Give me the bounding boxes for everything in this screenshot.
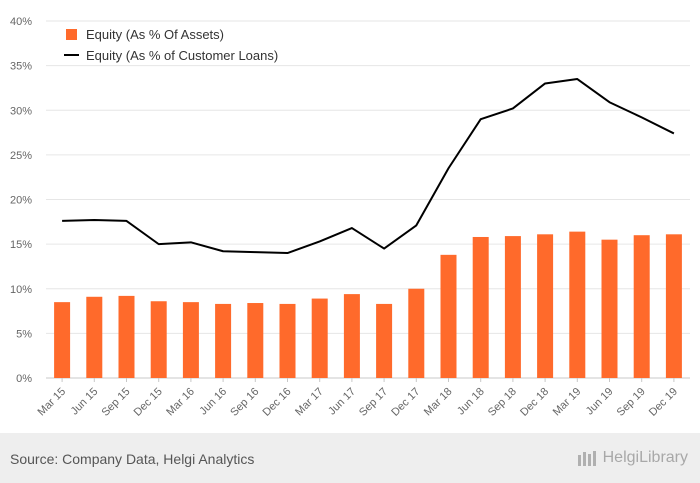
bar: [343, 294, 360, 378]
y-tick-label: 0%: [16, 373, 32, 385]
bar: [54, 302, 71, 378]
x-tick-label: Sep 16: [228, 386, 261, 419]
y-tick-label: 35%: [10, 61, 32, 73]
legend-swatch-bar: [66, 29, 77, 40]
bar: [569, 231, 586, 378]
x-tick-label: Dec 16: [260, 386, 293, 419]
x-tick-label: Jun 16: [197, 386, 229, 418]
x-tick-label: Dec 17: [389, 386, 422, 419]
x-tick-label: Sep 17: [357, 386, 390, 419]
x-tick-label: Mar 19: [551, 386, 584, 419]
bar: [440, 254, 457, 378]
y-tick-label: 30%: [10, 105, 32, 117]
y-tick-label: 10%: [10, 284, 32, 296]
y-tick-label: 25%: [10, 150, 32, 162]
x-tick-label: Mar 16: [164, 386, 197, 419]
bar: [150, 301, 167, 378]
bar: [633, 235, 650, 378]
bar: [408, 288, 425, 378]
line-series: [62, 78, 675, 255]
series-line: [62, 78, 675, 255]
bar: [601, 239, 618, 378]
bar: [279, 303, 296, 378]
x-tick-label: Dec 18: [518, 386, 551, 419]
bar: [118, 295, 135, 378]
x-axis: Mar 15 Jun 15 Sep 15 Dec 15 Mar 16 Jun 16 Sep …: [36, 378, 680, 419]
x-tick-label: Mar 15: [36, 386, 69, 419]
brand-logo[interactable]: HelgiLibrary: [577, 449, 688, 467]
y-tick-label: 15%: [10, 239, 32, 251]
x-tick-label: Sep 19: [615, 386, 648, 419]
legend: Equity (As % Of Assets) Equity (As % of …: [64, 27, 278, 63]
chart: 0%5%10%15%20%25%30%35%40% Mar 15 Jun 15 Se…: [10, 16, 690, 419]
y-tick-label: 40%: [10, 16, 32, 28]
bar: [182, 302, 199, 378]
x-tick-label: Dec 19: [647, 386, 680, 419]
y-tick-label: 20%: [10, 195, 32, 207]
bar: [247, 303, 264, 378]
x-tick-label: Mar 18: [422, 386, 455, 419]
brand-name: HelgiLibrary: [602, 449, 688, 466]
x-tick-label: Sep 15: [99, 386, 132, 419]
legend-label-bar[interactable]: Equity (As % Of Assets): [86, 27, 224, 42]
x-tick-label: Jun 15: [69, 386, 101, 418]
x-tick-label: Mar 17: [293, 386, 326, 419]
x-tick-label: Jun 17: [326, 386, 358, 418]
gridlines: [46, 20, 690, 379]
x-tick-label: Jun 18: [455, 386, 487, 418]
x-tick-label: Jun 19: [584, 386, 616, 418]
x-tick-label: Sep 18: [486, 386, 519, 419]
legend-label-line[interactable]: Equity (As % of Customer Loans): [86, 48, 278, 63]
y-tick-label: 5%: [16, 328, 32, 340]
library-icon: [577, 451, 596, 466]
bar: [376, 303, 393, 378]
y-axis: 0% 5% 10% 15% 20% 25% 30% 35% 40%: [10, 16, 32, 385]
bar-series: [54, 231, 682, 378]
bar: [215, 303, 232, 378]
bar: [86, 296, 103, 378]
x-tick-label: Dec 15: [132, 386, 165, 419]
bar: [537, 234, 554, 378]
bar: [665, 234, 682, 378]
source-note: Source: Company Data, Helgi Analytics: [10, 451, 255, 467]
bar: [504, 236, 521, 378]
bar: [472, 236, 489, 378]
bar: [311, 298, 328, 378]
